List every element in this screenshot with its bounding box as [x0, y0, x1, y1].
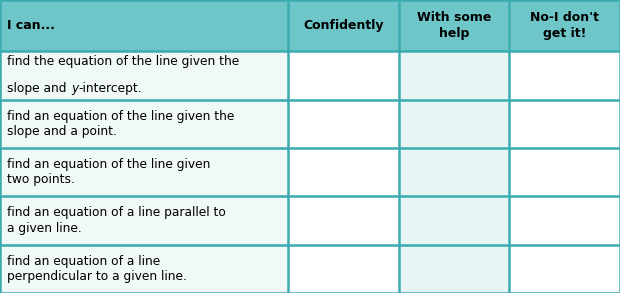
- Bar: [288, 0, 399, 51]
- Bar: [399, 0, 509, 51]
- Text: find an equation of a line
perpendicular to a given line.: find an equation of a line perpendicular…: [7, 255, 187, 283]
- Bar: [288, 196, 399, 245]
- Text: Confidently: Confidently: [303, 19, 384, 32]
- Bar: [288, 100, 399, 148]
- Bar: [509, 100, 620, 148]
- Text: With some
help: With some help: [417, 11, 491, 40]
- Bar: [509, 196, 620, 245]
- Text: find the equation of the line given the: find the equation of the line given the: [7, 55, 240, 68]
- Text: find an equation of the line given
two points.: find an equation of the line given two p…: [7, 158, 211, 186]
- Bar: [288, 51, 399, 100]
- Text: No-I don't
get it!: No-I don't get it!: [530, 11, 599, 40]
- Text: -intercept.: -intercept.: [78, 83, 142, 96]
- Bar: [0, 148, 288, 196]
- Text: I can...: I can...: [7, 19, 55, 32]
- Bar: [288, 245, 399, 293]
- Bar: [509, 51, 620, 100]
- Bar: [399, 245, 509, 293]
- Bar: [399, 196, 509, 245]
- Bar: [0, 0, 288, 51]
- Text: slope and: slope and: [7, 83, 71, 96]
- Text: find an equation of the line given the
slope and a point.: find an equation of the line given the s…: [7, 110, 235, 138]
- Bar: [399, 51, 509, 100]
- Bar: [0, 100, 288, 148]
- Bar: [0, 196, 288, 245]
- Text: y: y: [71, 83, 78, 96]
- Bar: [509, 245, 620, 293]
- Bar: [0, 51, 288, 100]
- Bar: [509, 148, 620, 196]
- Text: find an equation of a line parallel to
a given line.: find an equation of a line parallel to a…: [7, 206, 226, 235]
- Bar: [399, 148, 509, 196]
- Bar: [399, 100, 509, 148]
- Bar: [288, 148, 399, 196]
- Bar: [509, 0, 620, 51]
- Bar: [0, 245, 288, 293]
